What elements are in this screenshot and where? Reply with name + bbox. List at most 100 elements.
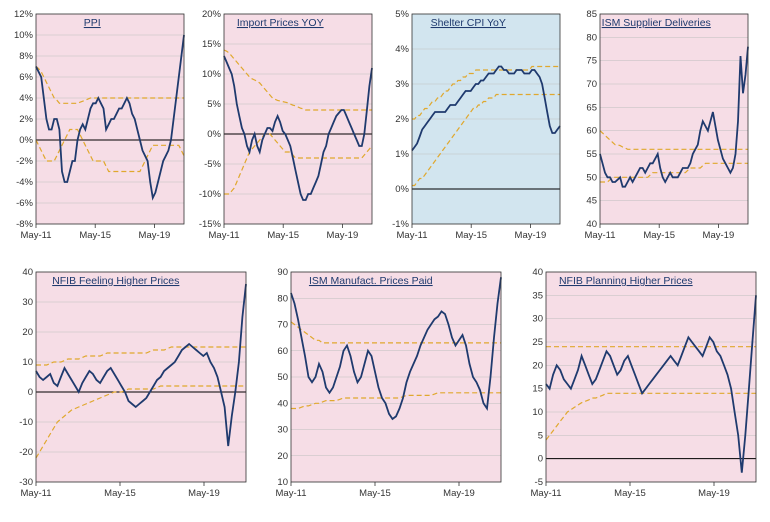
ytick-label: 2%: [19, 114, 33, 125]
xtick-label: May-11: [397, 230, 428, 241]
ytick-label: 15%: [202, 39, 222, 50]
ytick-label: 40: [532, 267, 543, 278]
ytick-label: 10: [532, 407, 543, 418]
ytick-label: 4%: [19, 93, 33, 104]
ytick-label: -5: [535, 477, 543, 488]
ytick-label: 70: [277, 320, 288, 331]
chart-shelter: -1% 0% 1% 2% 3% 4% 5% May-11 May-15 May-19 Shelter…: [384, 8, 566, 248]
plot-bg: [600, 14, 748, 224]
ytick-label: -1%: [392, 219, 409, 230]
xtick-label: May-19: [327, 230, 359, 241]
chart-ism-manuf: 10 20 30 40 50 60 70 80 90 May-11 May-15 May-19 ISM …: [263, 266, 507, 506]
plot-bg: [546, 272, 756, 482]
ytick-label: -2%: [16, 156, 33, 167]
ytick-label: 80: [277, 293, 288, 304]
ytick-label: 0%: [19, 135, 33, 146]
xtick-label: May-19: [515, 230, 547, 241]
chart-title: NFIB Planning Higher Prices: [559, 275, 693, 287]
ytick-label: -10: [19, 417, 33, 428]
chart-title: ISM Manufact. Prices Paid: [309, 275, 433, 287]
xtick-label: May-19: [443, 488, 475, 499]
xtick-label: May-15: [614, 488, 646, 499]
xtick-label: May-11: [531, 488, 562, 499]
ytick-label: 35: [532, 290, 543, 301]
ytick-label: 50: [277, 372, 288, 383]
ytick-label: 60: [586, 126, 597, 137]
chart-import: -15%-10%-5%0%5%10%15%20%May-11May-15May-…: [196, 8, 378, 248]
ytick-label: -30: [19, 477, 33, 488]
ytick-label: 6%: [19, 72, 33, 83]
ytick-label: 30: [532, 314, 543, 325]
ytick-label: 30: [277, 425, 288, 436]
ytick-label: 15: [532, 384, 543, 395]
xtick-label: May-15: [455, 230, 487, 241]
ytick-label: 75: [586, 56, 597, 67]
ytick-label: 0%: [395, 184, 409, 195]
ytick-label: -4%: [16, 177, 33, 188]
ytick-label: 85: [586, 9, 597, 20]
xtick-label: May-11: [21, 488, 52, 499]
xtick-label: May-19: [139, 230, 171, 241]
ytick-label: 30: [22, 297, 33, 308]
xtick-label: May-15: [79, 230, 111, 241]
chart-title: NFIB Feeling Higher Prices: [52, 275, 179, 287]
ytick-label: 20%: [202, 9, 222, 20]
xtick-label: May-19: [188, 488, 220, 499]
xtick-label: May-11: [276, 488, 307, 499]
xtick-label: May-19: [698, 488, 730, 499]
ytick-label: 20: [532, 360, 543, 371]
chart-title: PPI: [84, 17, 101, 29]
ytick-label: 80: [586, 32, 597, 43]
ytick-label: 50: [586, 172, 597, 183]
chart-ppi: -8% -6% -4% -2% 0% 2% 4% 6% 8% 10% 12% May-11 May-15…: [8, 8, 190, 248]
xtick-label: May-15: [359, 488, 391, 499]
ytick-label: -20: [19, 447, 33, 458]
xtick-label: May-11: [21, 230, 52, 241]
xtick-label: May-15: [643, 230, 675, 241]
ytick-label: 10: [277, 477, 288, 488]
ytick-label: 20: [277, 451, 288, 462]
ytick-label: 4%: [395, 44, 409, 55]
ytick-label: -6%: [16, 198, 33, 209]
plot-bg: [224, 14, 372, 224]
ytick-label: 5%: [207, 99, 221, 110]
ytick-label: 12%: [14, 9, 34, 20]
ytick-label: -10%: [199, 189, 222, 200]
ytick-label: 2%: [395, 114, 409, 125]
ytick-label: -8%: [16, 219, 33, 230]
ytick-label: 40: [586, 219, 597, 230]
ytick-label: 1%: [395, 149, 409, 160]
ytick-label: 40: [22, 267, 33, 278]
ytick-label: 40: [277, 398, 288, 409]
ytick-label: 5: [538, 430, 543, 441]
ytick-label: 10%: [14, 30, 34, 41]
xtick-label: May-11: [209, 230, 240, 241]
chart-title: ISM Supplier Deliveries: [602, 17, 711, 29]
chart-nfib-planning: -50510152025303540May-11May-15May-19NFIB…: [518, 266, 762, 506]
chart-nfib-feeling: -30 -20 -10 0 10 20 30 40 May-11 May-15 May-19 NFIB…: [8, 266, 252, 506]
ytick-label: 90: [277, 267, 288, 278]
ytick-label: 0%: [207, 129, 221, 140]
ytick-label: 65: [586, 102, 597, 113]
ytick-label: 5%: [395, 9, 409, 20]
ytick-label: 60: [277, 346, 288, 357]
ytick-label: 3%: [395, 79, 409, 90]
xtick-label: May-19: [703, 230, 735, 241]
ytick-label: 45: [586, 196, 597, 207]
ytick-label: -15%: [199, 219, 222, 230]
ytick-label: 55: [586, 149, 597, 160]
xtick-label: May-15: [104, 488, 136, 499]
chart-ism-supplier: 40 45 50 55 60 65 70 75 80 85 May-11 May-15 May-19 IS…: [572, 8, 754, 248]
ytick-label: 0: [28, 387, 33, 398]
ytick-label: 25: [532, 337, 543, 348]
xtick-label: May-11: [585, 230, 616, 241]
xtick-label: May-15: [267, 230, 299, 241]
ytick-label: 20: [22, 327, 33, 338]
ytick-label: 10: [22, 357, 33, 368]
ytick-label: -5%: [204, 159, 221, 170]
plot-bg: [36, 272, 246, 482]
ytick-label: 70: [586, 79, 597, 90]
chart-title: Shelter CPI YoY: [431, 17, 506, 29]
ytick-label: 8%: [19, 51, 33, 62]
chart-title: Import Prices YOY: [237, 17, 324, 29]
